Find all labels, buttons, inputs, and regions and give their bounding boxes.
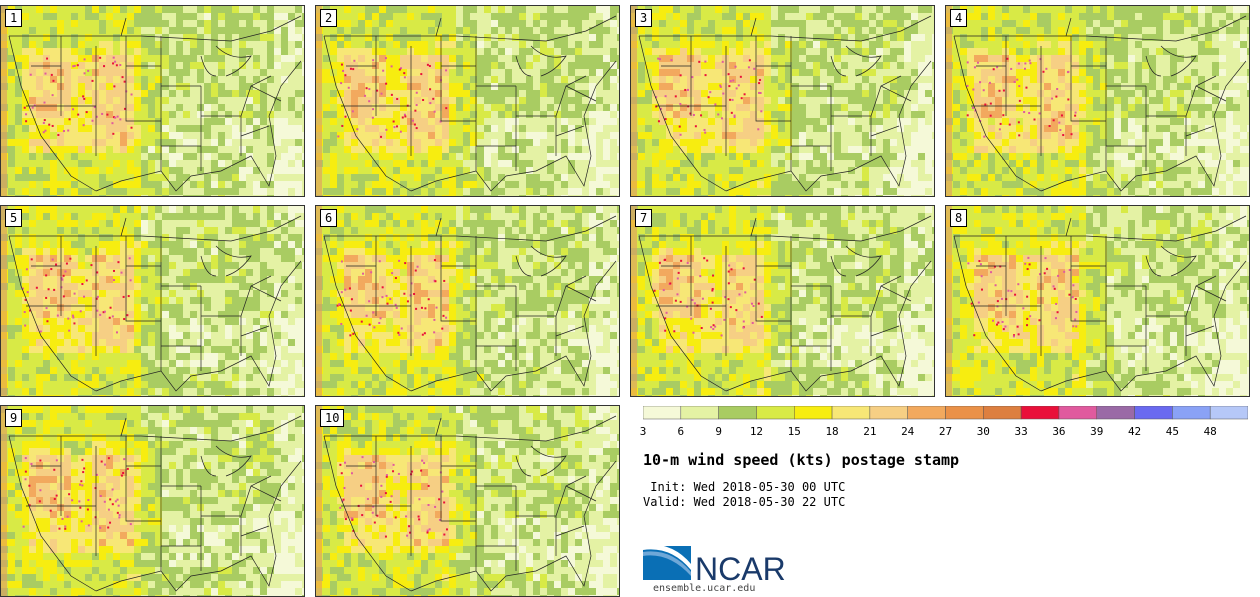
colorbar-swatch-0 — [643, 406, 682, 420]
colorbar-swatch-1 — [680, 406, 719, 420]
colorbar-tick-label: 48 — [1203, 425, 1217, 438]
wind-speed-field — [946, 206, 1249, 396]
colorbar-swatch-3 — [756, 406, 795, 420]
source-url: ensemble.ucar.edu — [653, 583, 756, 594]
colorbar-swatch-7 — [907, 406, 946, 420]
colorbar-tick-label: 24 — [901, 425, 915, 438]
member-number: 10 — [320, 409, 345, 427]
colorbar-tick-label: 6 — [677, 425, 685, 438]
logo-swoosh-2 — [643, 551, 691, 576]
colorbar-swatch-4 — [794, 406, 833, 420]
chart-title: 10-m wind speed (kts) postage stamp — [643, 451, 960, 469]
colorbar-tick-label: 30 — [976, 425, 990, 438]
colorbar-swatch-5 — [831, 406, 871, 420]
colorbar-swatch-6 — [869, 406, 908, 420]
colorbar-swatch-11 — [1058, 406, 1097, 420]
member-number: 7 — [635, 209, 653, 227]
colorbar-swatch-10 — [1020, 406, 1060, 420]
member-number: 6 — [320, 209, 338, 227]
colorbar-swatch-8 — [945, 406, 984, 420]
colorbar-swatch-9 — [983, 406, 1022, 420]
colorbar — [643, 406, 1248, 420]
wind-speed-field — [1, 206, 304, 396]
member-number: 2 — [320, 9, 338, 27]
colorbar-tick-label: 45 — [1165, 425, 1179, 438]
colorbar-tick-label: 36 — [1052, 425, 1066, 438]
wind-speed-field — [316, 6, 619, 196]
map-panel-6: 6 — [315, 205, 620, 397]
wind-speed-field — [316, 206, 619, 396]
map-panel-4: 4 — [945, 5, 1250, 197]
colorbar-swatch-12 — [1096, 406, 1135, 420]
colorbar-swatch-14 — [1172, 406, 1211, 420]
map-panel-5: 5 — [0, 205, 305, 397]
member-number: 9 — [5, 409, 23, 427]
map-panel-8: 8 — [945, 205, 1250, 397]
map-panel-3: 3 — [630, 5, 935, 197]
map-panel-1: 1 — [0, 5, 305, 197]
member-number: 5 — [5, 209, 23, 227]
wind-speed-field — [1, 406, 304, 596]
colorbar-tick-label: 12 — [749, 425, 764, 438]
init-time: Init: Wed 2018-05-30 00 UTC — [643, 480, 846, 494]
member-number: 3 — [635, 9, 653, 27]
logo-swoosh — [643, 543, 691, 570]
valid-time: Valid: Wed 2018-05-30 22 UTC — [643, 495, 846, 509]
map-panel-9: 9 — [0, 405, 305, 597]
colorbar-swatch-15 — [1209, 406, 1248, 420]
wind-speed-field — [1, 6, 304, 196]
colorbar-tick-label: 21 — [863, 425, 877, 438]
wind-speed-field — [631, 206, 934, 396]
member-number: 1 — [5, 9, 23, 27]
map-panel-7: 7 — [630, 205, 935, 397]
colorbar-swatch-13 — [1134, 406, 1173, 420]
colorbar-tick-label: 33 — [1014, 425, 1028, 438]
colorbar-tick-label: 18 — [825, 425, 839, 438]
wind-speed-field — [946, 6, 1249, 196]
ncar-logo: NCAR — [643, 543, 786, 585]
colorbar-swatch-2 — [718, 406, 757, 420]
colorbar-tick-label: 15 — [787, 425, 801, 438]
logo-text: NCAR — [695, 551, 786, 585]
colorbar-tick-label: 42 — [1127, 425, 1142, 438]
map-panel-10: 10 — [315, 405, 620, 597]
map-panel-2: 2 — [315, 5, 620, 197]
wind-speed-field — [631, 6, 934, 196]
wind-speed-field — [316, 406, 619, 596]
colorbar-tick-label: 3 — [639, 425, 647, 438]
member-number: 8 — [950, 209, 968, 227]
colorbar-tick-label: 39 — [1090, 425, 1104, 438]
colorbar-tick-label: 27 — [938, 425, 953, 438]
colorbar-tick-label: 9 — [715, 425, 722, 438]
member-number: 4 — [950, 9, 968, 27]
